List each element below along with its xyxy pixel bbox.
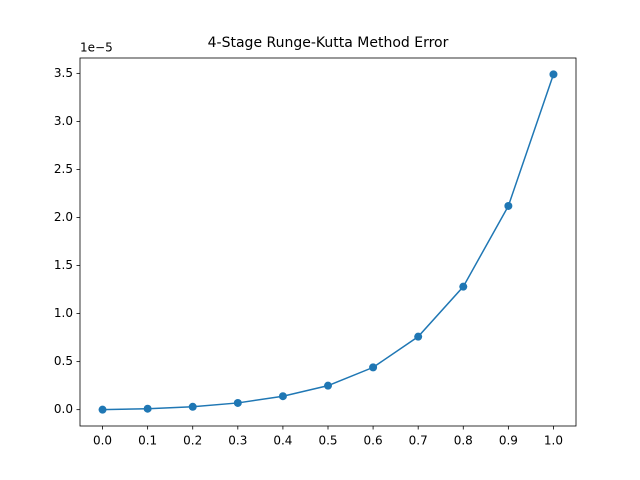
marker [369, 363, 378, 372]
x-tick-label: 0.7 [409, 434, 428, 448]
x-tick-label: 0.2 [183, 434, 202, 448]
x-tick-label: 0.9 [499, 434, 518, 448]
marker [504, 201, 513, 210]
x-tick-label: 1.0 [544, 434, 563, 448]
y-tick-label: 1.0 [54, 306, 73, 320]
y-tick-label: 1.5 [54, 258, 73, 272]
x-tick-label: 0.1 [138, 434, 157, 448]
x-tick-label: 0.3 [228, 434, 247, 448]
marker [143, 404, 152, 413]
marker [188, 402, 197, 411]
marker [549, 70, 558, 79]
marker [278, 392, 287, 401]
marker [233, 398, 242, 407]
y-tick-label: 0.0 [54, 402, 73, 416]
x-tick-label: 0.0 [93, 434, 112, 448]
x-tick-label: 0.8 [454, 434, 473, 448]
x-tick-label: 0.4 [273, 434, 292, 448]
y-tick-label: 0.5 [54, 354, 73, 368]
x-tick-label: 0.6 [364, 434, 383, 448]
marker [459, 282, 468, 291]
y-tick-label: 3.0 [54, 114, 73, 128]
chart-title: 4-Stage Runge-Kutta Method Error [208, 35, 449, 51]
y-tick-label: 2.0 [54, 210, 73, 224]
y-tick-label: 2.5 [54, 162, 73, 176]
x-tick-label: 0.5 [318, 434, 337, 448]
axes-frame [79, 57, 577, 427]
y-tick-label: 3.5 [54, 66, 73, 80]
marker [324, 381, 332, 390]
offset-label: 1e−5 [80, 41, 113, 55]
marker [98, 405, 107, 414]
marker [414, 332, 423, 341]
